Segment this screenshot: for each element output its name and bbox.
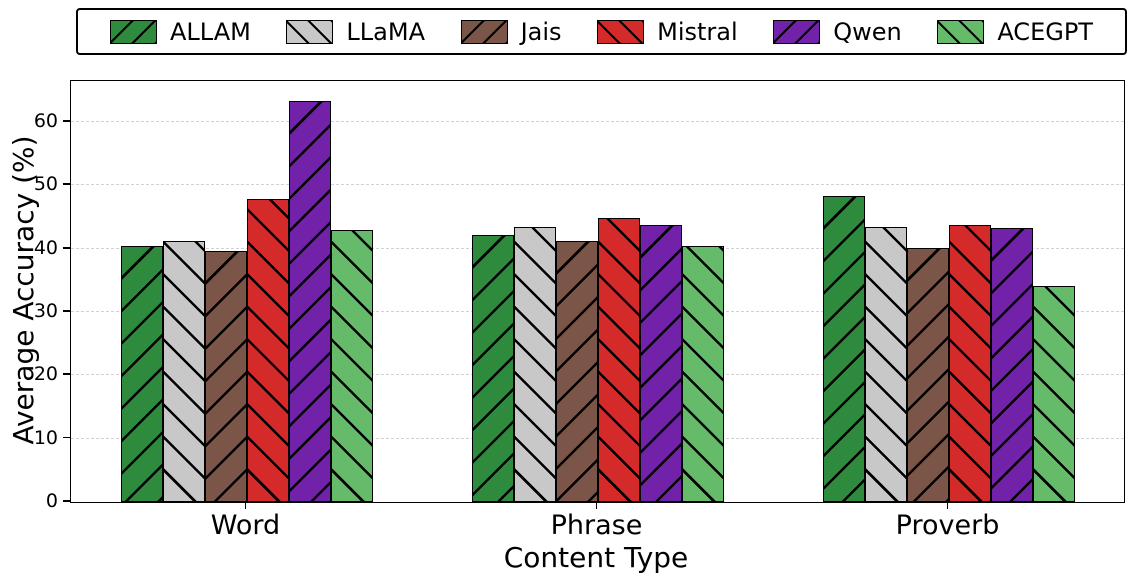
legend-swatch-acegpt — [937, 19, 985, 44]
bar-acegpt-word — [330, 229, 373, 502]
legend: ALLAM LLaMA Jais Mistral Qwen ACEGPT — [76, 8, 1127, 55]
bar-llama-phrase — [513, 226, 556, 502]
legend-label-mistral: Mistral — [657, 17, 738, 46]
legend-swatch-allam — [110, 19, 157, 44]
x-axis-tick-proverb — [946, 501, 949, 509]
x-tick-label-word: Word — [210, 510, 281, 541]
bar-llama-proverb — [864, 226, 907, 502]
bar-allam-phrase — [471, 234, 514, 502]
bar-allam-word — [120, 245, 163, 502]
y-axis-tick-20 — [63, 373, 70, 376]
bar-llama-word — [162, 240, 205, 502]
y-tick-label-0: 0 — [45, 490, 58, 512]
legend-label-allam: ALLAM — [170, 17, 251, 46]
y-tick-label-10: 10 — [33, 426, 58, 449]
legend-swatch-mistral — [597, 19, 645, 44]
bar-qwen-proverb — [990, 227, 1033, 502]
legend-swatch-qwen — [773, 19, 821, 44]
x-tick-label-phrase: Phrase — [550, 510, 643, 541]
gridline-y-50 — [71, 184, 1124, 186]
legend-item-mistral: Mistral — [597, 17, 738, 46]
x-axis-label: Content Type — [503, 541, 689, 574]
bar-allam-proverb — [822, 195, 865, 502]
plot-area — [70, 80, 1125, 503]
bar-acegpt-proverb — [1032, 285, 1075, 502]
gridline-y-60 — [71, 121, 1124, 123]
y-axis-tick-60 — [63, 120, 70, 122]
x-axis-tick-phrase — [595, 501, 598, 509]
y-axis-tick-0 — [63, 500, 70, 502]
bar-qwen-phrase — [639, 224, 682, 502]
y-tick-label-60: 60 — [33, 110, 58, 133]
legend-swatch-jais — [460, 19, 508, 44]
bar-mistral-phrase — [597, 217, 640, 502]
legend-label-acegpt: ACEGPT — [997, 17, 1093, 46]
bar-mistral-word — [246, 198, 289, 502]
y-axis-tick-10 — [63, 436, 70, 439]
y-axis-tick-50 — [63, 183, 70, 186]
y-tick-label-50: 50 — [33, 173, 58, 196]
legend-item-llama: LLaMA — [286, 17, 425, 46]
legend-label-llama: LLaMA — [346, 17, 425, 46]
y-tick-label-40: 40 — [33, 236, 58, 259]
x-tick-label-proverb: Proverb — [895, 510, 1000, 541]
bar-jais-word — [204, 250, 247, 502]
y-axis-tick-30 — [63, 310, 70, 312]
legend-item-acegpt: ACEGPT — [937, 17, 1093, 46]
y-axis-tick-40 — [63, 246, 70, 249]
bar-jais-proverb — [906, 248, 949, 502]
legend-item-qwen: Qwen — [773, 17, 902, 46]
legend-swatch-llama — [286, 19, 334, 44]
legend-item-allam: ALLAM — [110, 17, 251, 46]
legend-item-jais: Jais — [460, 17, 562, 46]
bar-qwen-word — [288, 101, 331, 502]
y-tick-label-20: 20 — [33, 363, 58, 386]
bar-jais-phrase — [555, 240, 598, 502]
legend-label-qwen: Qwen — [833, 17, 902, 46]
x-axis-tick-word — [244, 501, 247, 509]
legend-label-jais: Jais — [520, 17, 562, 46]
bar-mistral-proverb — [948, 224, 991, 502]
bar-acegpt-phrase — [681, 246, 724, 502]
y-tick-label-30: 30 — [33, 300, 58, 323]
